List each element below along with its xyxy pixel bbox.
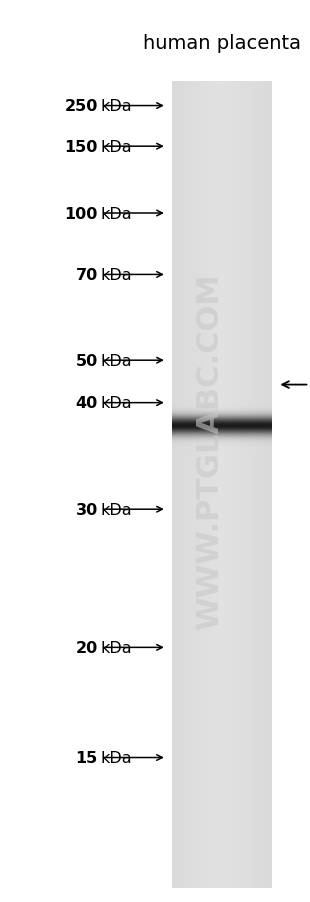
Text: 100: 100 xyxy=(64,207,98,221)
Text: 70: 70 xyxy=(75,268,98,282)
Text: kDa: kDa xyxy=(101,354,132,368)
Text: 15: 15 xyxy=(75,750,98,765)
Text: kDa: kDa xyxy=(101,750,132,765)
Text: 20: 20 xyxy=(75,640,98,655)
Text: kDa: kDa xyxy=(101,99,132,114)
Text: kDa: kDa xyxy=(101,268,132,282)
Text: kDa: kDa xyxy=(101,640,132,655)
Text: 150: 150 xyxy=(64,140,98,154)
Text: kDa: kDa xyxy=(101,140,132,154)
Text: 40: 40 xyxy=(75,396,98,410)
Text: kDa: kDa xyxy=(101,396,132,410)
Text: 30: 30 xyxy=(75,502,98,517)
Text: 50: 50 xyxy=(75,354,98,368)
Text: kDa: kDa xyxy=(101,207,132,221)
Text: kDa: kDa xyxy=(101,502,132,517)
Text: human placenta: human placenta xyxy=(143,33,301,53)
Text: 250: 250 xyxy=(64,99,98,114)
Text: WWW.PTGLABC.COM: WWW.PTGLABC.COM xyxy=(195,272,224,630)
